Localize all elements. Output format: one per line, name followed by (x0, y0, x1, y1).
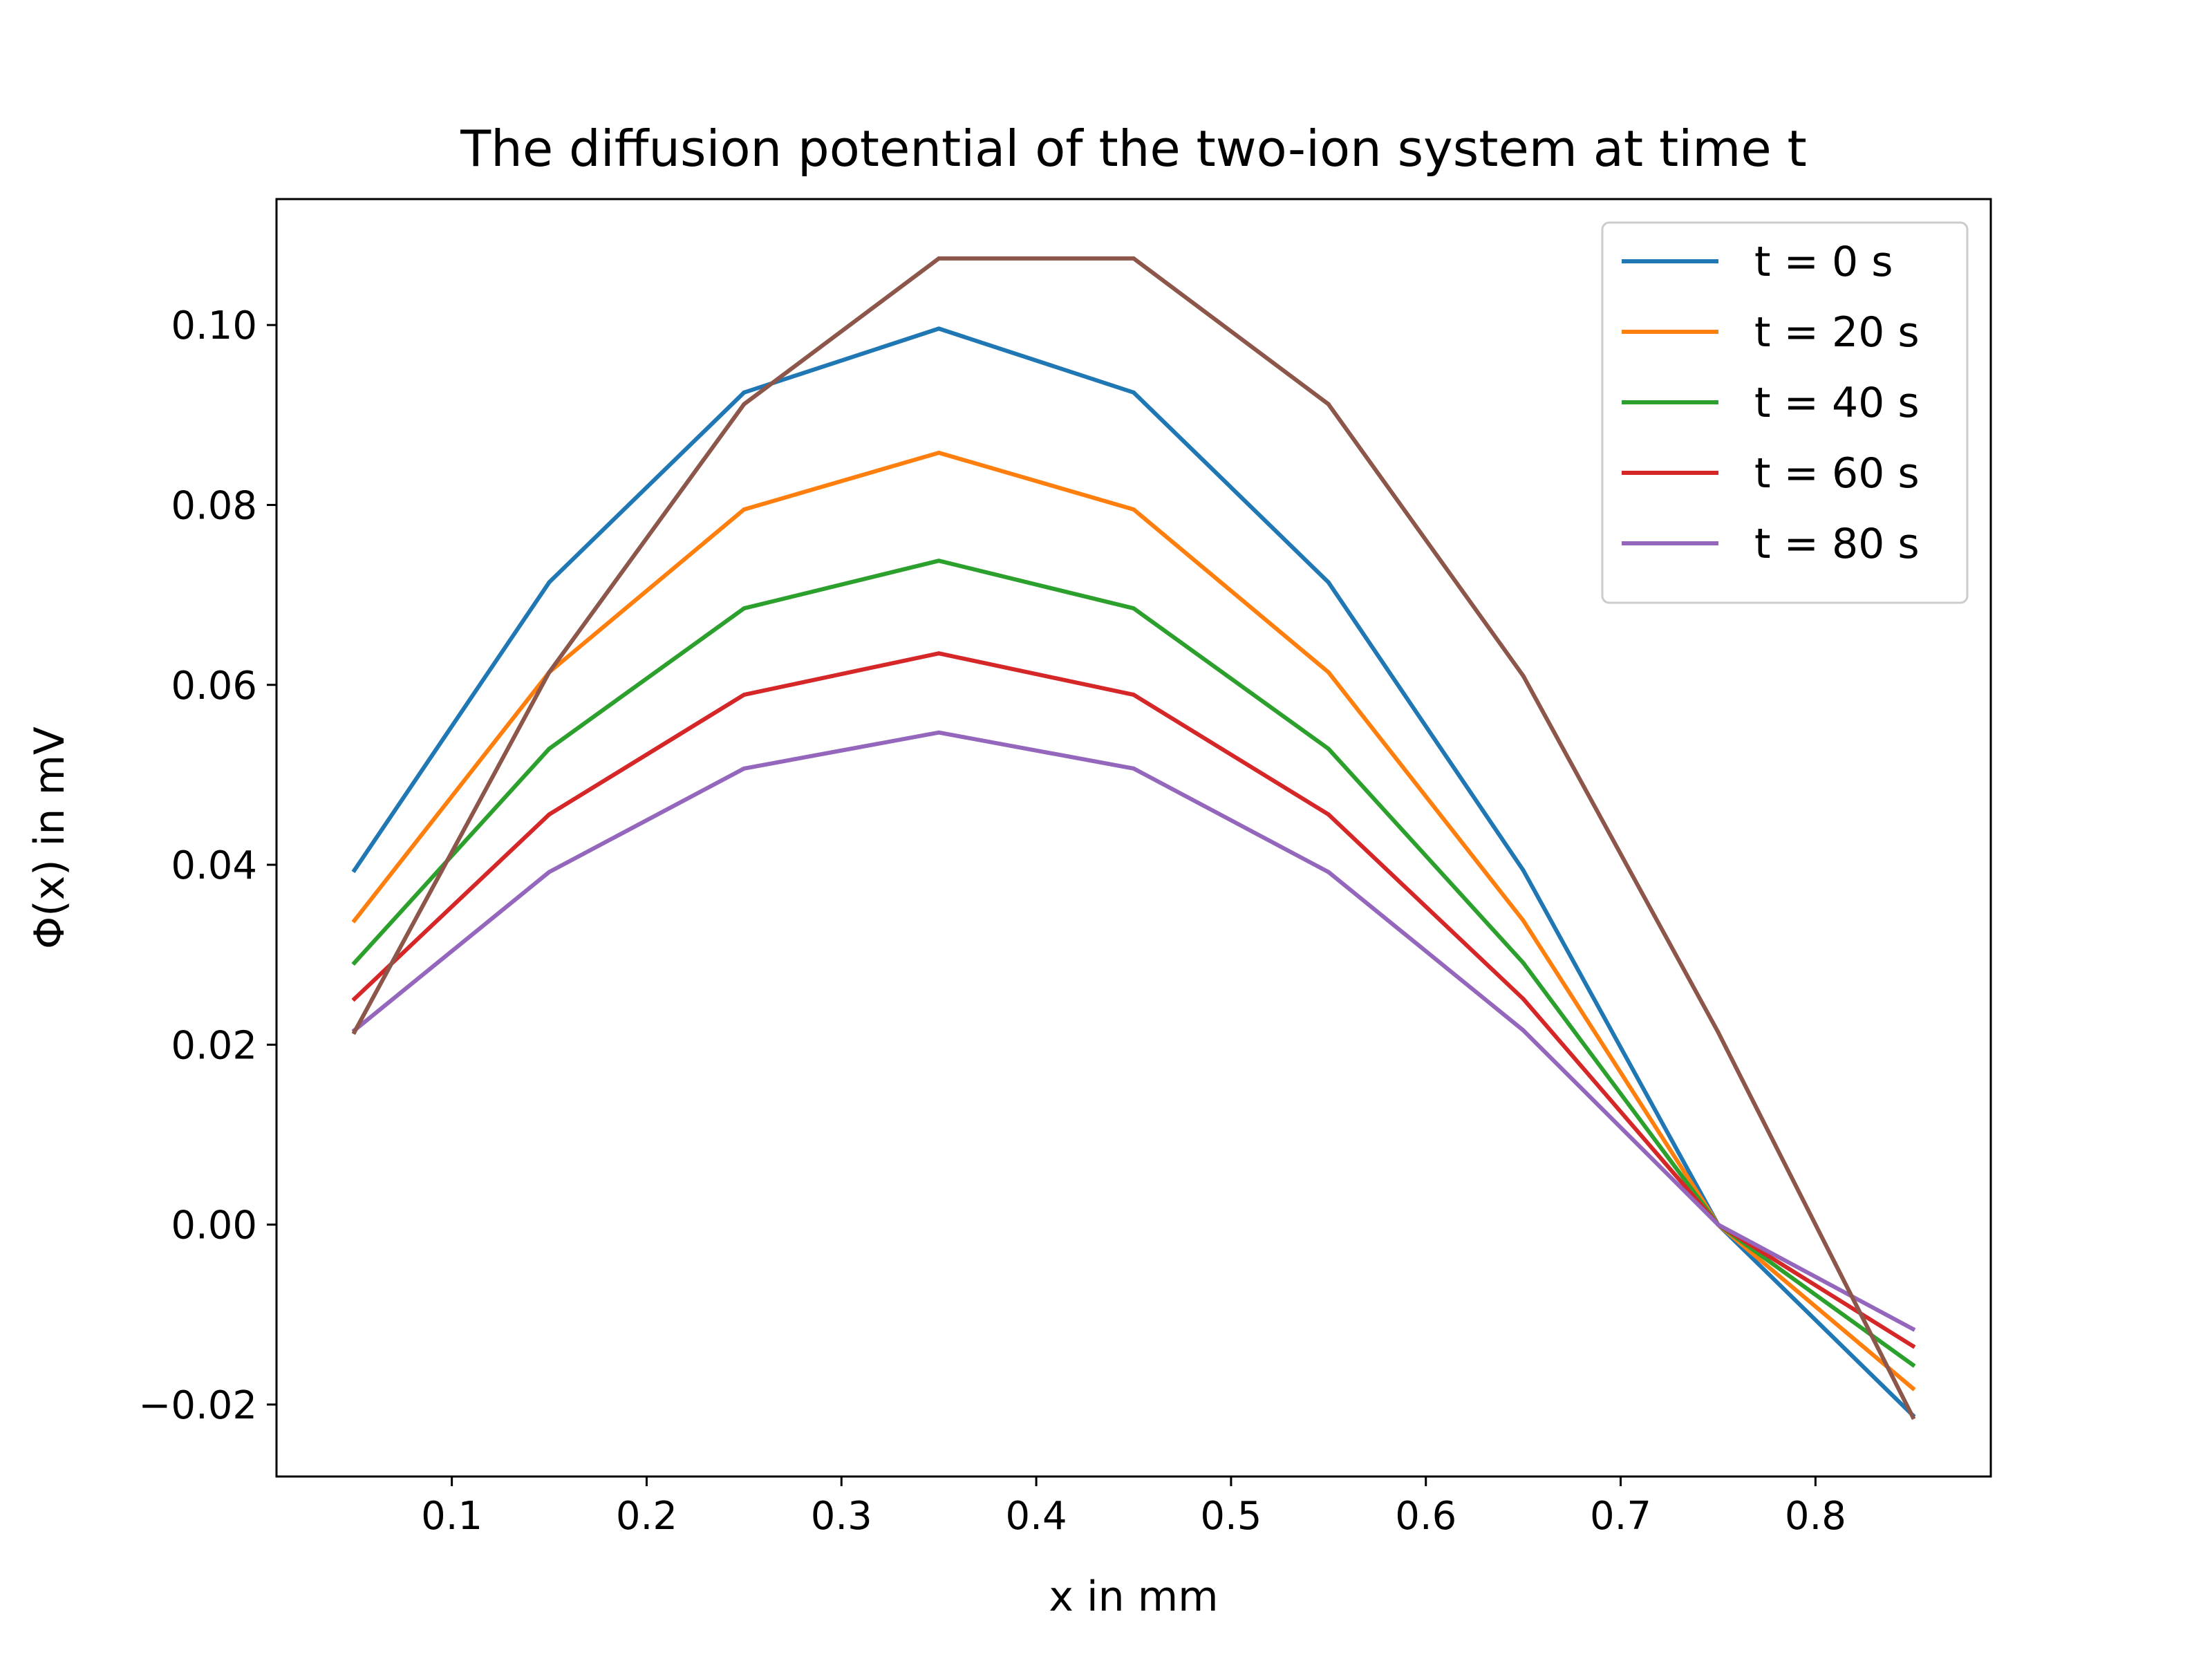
data-point (937, 451, 941, 455)
data-point (1911, 1415, 1915, 1420)
x-tick-label: 0.8 (1785, 1494, 1846, 1539)
data-point (352, 1030, 357, 1035)
data-point (1521, 673, 1526, 678)
data-point (1521, 960, 1526, 965)
data-point (547, 670, 552, 675)
chart-title: The diffusion potential of the two-ion s… (460, 120, 1807, 178)
data-point (352, 960, 357, 965)
legend-label: t = 80 s (1754, 520, 1920, 568)
data-point (1716, 1222, 1721, 1227)
data-point (547, 580, 552, 585)
data-point (742, 766, 747, 771)
legend-box (1601, 221, 1969, 604)
data-point (547, 870, 552, 874)
x-axis-label: x in mm (1049, 1573, 1218, 1621)
data-point (1326, 580, 1331, 585)
x-tick-label: 0.2 (616, 1494, 677, 1539)
y-tick-label: 0.06 (171, 664, 257, 709)
x-tick-label: 0.1 (421, 1494, 482, 1539)
legend-label: t = 20 s (1754, 308, 1920, 357)
data-point (1521, 918, 1526, 923)
data-point (1716, 1030, 1721, 1035)
x-tick-label: 0.4 (1006, 1494, 1067, 1539)
x-tick-label: 0.5 (1200, 1494, 1262, 1539)
data-point (937, 730, 941, 735)
data-point (1132, 606, 1136, 611)
data-point (547, 747, 552, 751)
data-point (1326, 747, 1331, 751)
data-point (1132, 390, 1136, 395)
data-point (1521, 868, 1526, 872)
data-point (1911, 1362, 1915, 1367)
y-tick-label: 0.00 (171, 1203, 257, 1248)
data-point (937, 256, 941, 261)
y-tick-label: 0.02 (171, 1023, 257, 1068)
data-point (1521, 1028, 1526, 1033)
x-tick-label: 0.7 (1590, 1494, 1651, 1539)
data-point (742, 693, 747, 697)
legend-label: t = 60 s (1754, 449, 1920, 498)
plot-frame (275, 198, 1992, 1478)
data-point (1326, 812, 1331, 817)
data-point (1326, 870, 1331, 874)
x-tick-label: 0.3 (811, 1494, 872, 1539)
data-point (1521, 997, 1526, 1001)
data-point (1132, 766, 1136, 771)
y-tick-label: −0.02 (138, 1383, 257, 1428)
x-tick-label: 0.6 (1395, 1494, 1456, 1539)
data-point (1911, 1386, 1915, 1391)
data-point (1326, 670, 1331, 675)
y-tick-label: 0.08 (171, 483, 257, 528)
y-tick-label: 0.04 (171, 843, 257, 888)
data-point (1911, 1327, 1915, 1331)
legend-label: t = 0 s (1754, 238, 1893, 286)
data-point (742, 606, 747, 611)
series-layer (351, 256, 1916, 1421)
x-axis-ticks: 0.1 0.2 0.3 0.4 0.5 0.6 0.7 0.8 (421, 1477, 1846, 1539)
data-point (742, 402, 747, 406)
data-point (937, 559, 941, 563)
data-point (352, 997, 357, 1001)
y-axis-label: Φ(x) in mV (26, 727, 74, 949)
data-point (742, 390, 747, 395)
legend-label: t = 40 s (1754, 379, 1920, 427)
data-point (742, 507, 747, 512)
data-point (1132, 693, 1136, 697)
data-point (547, 812, 552, 817)
y-tick-label: 0.10 (171, 303, 257, 348)
data-point (352, 918, 357, 923)
data-point (1132, 256, 1136, 261)
y-axis-ticks: −0.02 0.00 0.02 0.04 0.06 0.08 0.10 (138, 303, 276, 1428)
data-point (352, 868, 357, 872)
data-point (937, 651, 941, 656)
data-point (1326, 402, 1331, 406)
data-point (937, 326, 941, 331)
legend: t = 0 s t = 20 s t = 40 s t = 60 s t = 80 s (1601, 221, 1969, 604)
data-point (1132, 507, 1136, 512)
data-point (1911, 1344, 1915, 1349)
